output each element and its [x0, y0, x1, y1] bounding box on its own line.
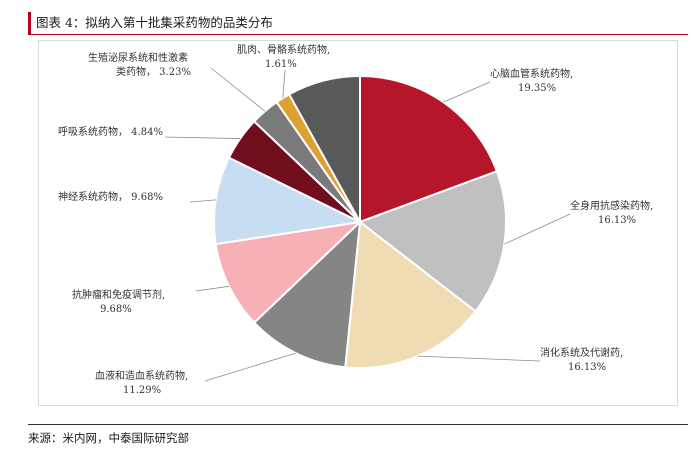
slice-label-4: 抗肿瘤和免疫调节剂, 9.68%: [72, 288, 165, 315]
leader-line-8: [282, 69, 286, 99]
slice-label-line2-2: 16.13%: [568, 362, 606, 373]
slice-label-line2-8: 1.61%: [265, 59, 297, 70]
pie-slice-3: [252, 219, 362, 369]
slice-label-line1-2: 消化系统及代谢药,: [540, 346, 623, 359]
leader-line-3: [204, 352, 296, 382]
slice-label-line1-7: 生殖泌尿系统和性激素: [88, 51, 188, 64]
slice-label-3: 血液和造血系统药物, 11.29%: [95, 369, 188, 396]
slice-label-line1-1: 全身用抗感染药物,: [570, 199, 653, 212]
slice-label-1: 全身用抗感染药物, 16.13%: [570, 199, 653, 226]
pie-slice-5: [213, 156, 364, 246]
slice-label-line1-8: 肌肉、骨骼系统药物,: [237, 43, 330, 56]
pie-slice-9: [287, 74, 361, 226]
slice-label-5: 神经系统药物， 9.68%: [58, 190, 163, 203]
leader-line-1: [504, 213, 571, 245]
slice-label-8: 肌肉、骨骼系统药物, 1.61%: [237, 43, 330, 70]
slice-label-0: 心脑血管系统药物, 19.35%: [490, 67, 573, 94]
leader-line-2: [417, 355, 541, 362]
slice-label-2: 消化系统及代谢药, 16.13%: [540, 346, 623, 373]
slice-label-line1-5: 神经系统药物， 9.68%: [58, 190, 163, 203]
chart-title: 图表 4：拟纳入第十批集采药物的品类分布: [36, 15, 273, 30]
footer-rule: [28, 424, 688, 425]
slice-label-line2-7: 类药物， 3.23%: [116, 65, 191, 78]
slice-label-7: 生殖泌尿系统和性激素类药物， 3.23%: [88, 51, 191, 78]
slice-label-6: 呼吸系统药物， 4.84%: [58, 125, 163, 138]
leader-line-6: [164, 136, 241, 139]
title-bar: 图表 4：拟纳入第十批集采药物的品类分布: [28, 8, 688, 35]
slice-label-line2-0: 19.35%: [518, 83, 556, 94]
slice-label-line2-1: 16.13%: [598, 215, 636, 226]
slice-label-line1-3: 血液和造血系统药物,: [95, 369, 188, 382]
title-accent-bar: [28, 12, 31, 34]
slice-label-line1-6: 呼吸系统药物， 4.84%: [58, 125, 163, 138]
source-note: 来源：米内网，中泰国际研究部: [28, 431, 189, 445]
pie-slice-2: [344, 220, 477, 369]
leader-line-5: [189, 199, 216, 203]
leader-line-4: [195, 285, 229, 292]
slice-label-line1-0: 心脑血管系统药物,: [490, 67, 573, 80]
chart-frame: [38, 40, 678, 406]
slice-label-line2-4: 9.68%: [100, 304, 132, 315]
pie-slice-4: [214, 220, 363, 325]
slice-label-line2-3: 11.29%: [123, 385, 161, 396]
leader-line-0: [443, 81, 491, 103]
pie-slice-0: [359, 74, 499, 224]
pie-slice-1: [357, 169, 507, 313]
leader-line-7: [210, 67, 266, 112]
slice-label-line1-4: 抗肿瘤和免疫调节剂,: [72, 288, 165, 301]
